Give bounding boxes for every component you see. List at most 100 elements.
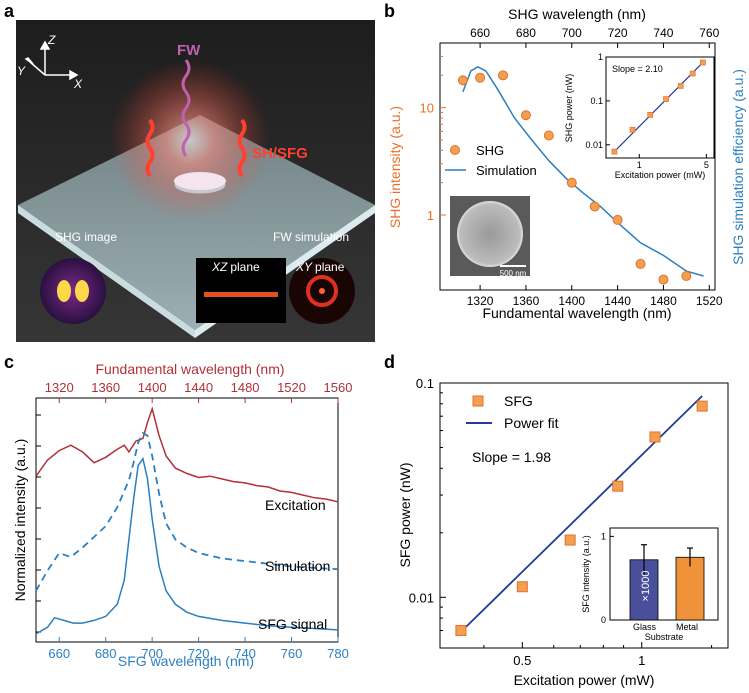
panel-b-inset-frame <box>605 56 715 159</box>
panel-d-y-ticks: 0.01 0.1 <box>409 376 446 631</box>
panel-d-legend-sfg-marker <box>472 395 484 407</box>
panel-label-a: a <box>4 1 15 21</box>
panel-b-inset-slope: Slope = 2.10 <box>612 64 663 74</box>
panel-d-legend-fit: Power fit <box>504 415 559 431</box>
panel-b-inset-point <box>700 59 706 66</box>
coordinate-axes <box>24 40 79 81</box>
panel-d-x-ticks: 0.5 1 <box>483 642 713 668</box>
panel-c-y-ticks <box>36 414 41 633</box>
panel-d-y-tick-label: 0.01 <box>409 590 434 605</box>
emission-glow <box>110 60 270 220</box>
panel-b-simulation-line <box>462 65 704 277</box>
xy-field-ring <box>306 275 338 307</box>
panel-d-sfg-point <box>455 624 467 636</box>
panel-c-x2-tick-label: 1320 <box>45 380 74 395</box>
panel-b-x2-tick-label: 760 <box>699 26 719 40</box>
substrate-edge <box>18 205 195 338</box>
panel-b-inset-point <box>677 83 684 89</box>
panel-b-inset-point <box>663 96 669 102</box>
nanodisk-top <box>174 172 226 190</box>
panel-c-x2-tick-label: 1560 <box>324 380 353 395</box>
panel-b-chart: 1320 1360 1400 1440 1480 1520 660 680 700 720 740… <box>387 6 746 321</box>
panel-d-inset-y-tick-label: 1 <box>601 531 606 541</box>
panel-d-inset-frame <box>609 527 719 621</box>
panel-d-inset-bars <box>629 544 705 621</box>
sh-wave-right <box>237 118 247 178</box>
panel-b-inset-xlabel: Excitation power (mW) <box>615 170 706 180</box>
panel-d-inset-ylabel: SFG intensity (a.u.) <box>581 535 591 613</box>
shg-image <box>40 258 106 324</box>
panel-c-x2-tick-label: 1400 <box>138 380 167 395</box>
panel-a-illustration: FW SH/SFG Z Y X SHG image FW simulation … <box>16 20 375 342</box>
panel-b-x-tick-label: 1400 <box>558 294 585 308</box>
panel-c-x2-tick-label: 1360 <box>91 380 120 395</box>
panel-c-x2-tick-label: 1440 <box>184 380 213 395</box>
panel-c-label-sfg-signal: SFG signal <box>258 616 327 632</box>
panel-c-x-tick-label: 680 <box>95 646 117 661</box>
panel-c-simulation-line <box>35 431 339 592</box>
sh-sfg-label: SH/SFG <box>252 145 308 162</box>
panel-d-frame <box>439 382 729 649</box>
sh-wave-left <box>145 118 155 178</box>
panel-d-chart: 0.5 1 0.010.1 SFG Power fit Slope = 1.98 … <box>397 376 729 688</box>
panel-b-legend-shg: SHG <box>476 143 504 158</box>
panel-label-d: d <box>384 352 395 372</box>
panel-d-inset-bar-annotation: ×1000 <box>640 571 652 602</box>
panel-d-sfg-point <box>564 534 576 546</box>
sem-scale-label: 500 nm <box>500 269 527 278</box>
panel-b-shg-point <box>520 110 531 121</box>
panel-d-y-tick-label: 0.1 <box>416 376 434 391</box>
panel-b-shg-point <box>589 201 600 212</box>
panel-b-x2-tick-label: 700 <box>562 26 582 40</box>
panel-c-x2-tick-label: 1520 <box>277 380 306 395</box>
panel-b-shg-point <box>681 271 692 282</box>
panel-d-inset-xlabel: Substrate <box>645 632 684 642</box>
panel-b-x2-tick-label: 720 <box>608 26 628 40</box>
xz-field <box>204 292 278 297</box>
fw-wave <box>181 59 191 157</box>
panel-c-label-simulation: Simulation <box>265 558 330 574</box>
panel-b-legend-simulation: Simulation <box>476 163 537 178</box>
xy-field-center <box>319 288 325 294</box>
panel-b-shg-point <box>566 177 577 188</box>
panel-c-x2-ticks: 1320 1360 1400 1440 1480 1520 1560 <box>45 380 353 403</box>
panel-b-inset-point <box>611 148 618 155</box>
panel-b-ylabel: SHG intensity (a.u.) <box>387 106 403 228</box>
panel-d-inset-ticks: 01 <box>601 531 614 625</box>
panel-b-inset-ylabel: SHG power (nW) <box>564 74 574 143</box>
panel-c-chart: 660 680 700 720 740 760 780 1320 1360 1400 1440 14… <box>12 361 352 669</box>
panel-b-shg-point <box>475 72 486 83</box>
panel-d-sfg-point <box>696 400 708 412</box>
panel-b-shg-point <box>543 130 554 141</box>
panel-b-shg-point <box>635 258 646 269</box>
panel-b-inset-ticks: 1 5 0.01 0.1 1 <box>585 52 708 170</box>
panel-c-x-tick-label: 780 <box>327 646 349 661</box>
panel-b-x-tick-label: 1360 <box>513 294 540 308</box>
panel-b-x2-tick-label: 740 <box>653 26 673 40</box>
panel-b-x-tick-label: 1480 <box>650 294 677 308</box>
panel-c-x2label: Fundamental wavelength (nm) <box>95 361 284 377</box>
fw-label: FW <box>177 42 201 59</box>
panel-b-xlabel: Fundamental wavelength (nm) <box>482 305 671 321</box>
panel-d-xlabel: Excitation power (mW) <box>514 672 655 688</box>
axis-y-label: Y <box>17 64 26 78</box>
panel-b-shg-point <box>658 274 669 285</box>
panel-b-inset-y-tick-label: 0.1 <box>590 96 603 106</box>
panel-d-x-tick-label: 0.5 <box>513 653 531 668</box>
panel-b-y-ticks: 1 10 <box>420 55 446 223</box>
panel-d-inset-cat-metal: Metal <box>676 622 698 632</box>
panel-b-x-tick-label: 1320 <box>467 294 494 308</box>
panel-d-ylabel: SFG power (nW) <box>397 462 413 567</box>
panel-b-inset-points <box>611 59 706 155</box>
panel-d-inset-cat-glass: Glass <box>633 622 657 632</box>
panel-c-sfg-signal-line <box>35 456 339 635</box>
panel-d-inset: 01 ×1000 Glass Metal Substrate SFG inten… <box>581 527 719 642</box>
panel-b-shg-point <box>612 214 623 225</box>
axis-x-label: X <box>73 77 83 91</box>
panel-d-x-tick-label: 1 <box>638 653 645 668</box>
panel-d-sfg-point <box>516 581 528 593</box>
panel-c-frame <box>35 397 339 643</box>
panel-b-y-tick-label: 10 <box>420 101 434 116</box>
panel-d-slope: Slope = 1.98 <box>472 449 551 465</box>
